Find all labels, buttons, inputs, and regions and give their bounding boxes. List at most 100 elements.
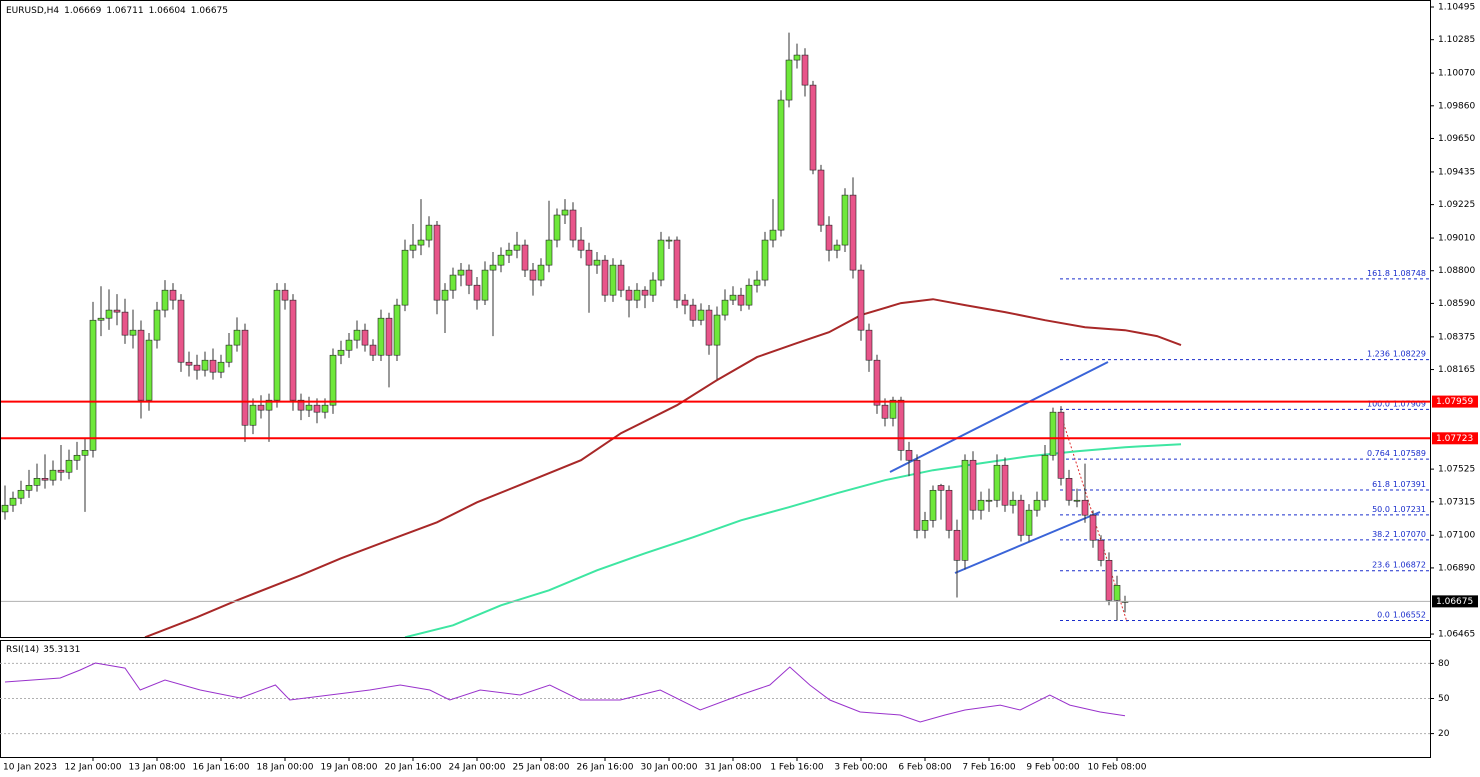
candle-body xyxy=(537,264,545,281)
candle-body xyxy=(329,354,337,406)
fib-price: 1.07589 xyxy=(1393,449,1426,458)
candle-body xyxy=(1105,559,1113,601)
candle-body xyxy=(49,469,57,481)
candle-body xyxy=(961,459,969,561)
y-tick-label: 1.09435 xyxy=(1438,167,1475,177)
fib-label: 0.764 1.07589 xyxy=(1367,449,1426,458)
candle-body xyxy=(777,99,785,231)
y-tick-label: 1.07100 xyxy=(1438,531,1475,541)
candle-body xyxy=(577,239,585,251)
rsi-tick-label: 80 xyxy=(1438,659,1450,669)
x-tick-label: 19 Jan 08:00 xyxy=(321,763,378,773)
candle-body xyxy=(769,229,777,241)
candle-body xyxy=(601,259,609,296)
y-tick-label: 1.09860 xyxy=(1438,101,1475,111)
candle-body xyxy=(25,484,33,491)
candle-body xyxy=(785,59,793,101)
candle-body xyxy=(585,249,593,266)
y-tick-label: 1.09225 xyxy=(1438,200,1475,210)
y-tick-label: 1.06465 xyxy=(1438,630,1475,640)
candle-body xyxy=(881,404,889,419)
candle-body xyxy=(865,329,873,361)
y-tick-label: 1.07315 xyxy=(1438,497,1475,507)
candle-body xyxy=(465,269,473,286)
fib-label: 38.2 1.07070 xyxy=(1372,529,1426,538)
ohlc-value: 1.06675 xyxy=(191,6,228,16)
candle-body xyxy=(65,459,73,473)
candle-body xyxy=(857,269,865,331)
x-tick-label: 18 Jan 00:00 xyxy=(257,763,314,773)
y-tick-label: 1.10495 xyxy=(1438,3,1475,13)
candle-body xyxy=(897,399,905,451)
candle-body xyxy=(481,269,489,301)
price-tag-label: 1.07959 xyxy=(1436,397,1473,407)
candle-body xyxy=(313,404,321,413)
candle-body xyxy=(625,289,633,301)
candle-body xyxy=(809,84,817,171)
x-tick-label: 25 Jan 08:00 xyxy=(513,763,570,773)
candle-body xyxy=(393,304,401,356)
candle-body xyxy=(265,399,273,411)
fib-label: 100.0 1.07909 xyxy=(1367,399,1426,408)
fib-ratio: 38.2 xyxy=(1372,529,1390,538)
candle-body xyxy=(929,489,937,521)
x-tick-label: 10 Jan 2023 xyxy=(3,763,57,773)
rsi-tick-label: 20 xyxy=(1438,729,1450,739)
x-tick-label: 26 Jan 16:00 xyxy=(577,763,634,773)
candle-body xyxy=(569,209,577,241)
candle-body xyxy=(657,239,665,281)
candle-body xyxy=(793,54,801,61)
rsi-value: 35.3131 xyxy=(43,645,80,655)
y-tick-label: 1.09010 xyxy=(1438,234,1475,244)
fib-price: 1.06552 xyxy=(1393,610,1426,619)
y-tick-label: 1.10285 xyxy=(1438,35,1475,45)
candle-body xyxy=(129,329,137,336)
candle-body xyxy=(921,520,929,531)
price-frame xyxy=(0,0,1431,638)
candle-body xyxy=(249,404,257,426)
candle-body xyxy=(137,329,145,401)
candle-body xyxy=(721,299,729,316)
fib-ratio: 0.0 xyxy=(1377,610,1390,619)
candle-body xyxy=(609,264,617,296)
candle-body xyxy=(1,504,9,513)
candle-body xyxy=(153,309,161,341)
current-price-label: 1.06675 xyxy=(1436,597,1473,607)
candle-body xyxy=(905,449,913,461)
x-tick-label: 6 Feb 08:00 xyxy=(898,763,952,773)
candle-body xyxy=(113,309,121,313)
candle-body xyxy=(1017,499,1025,536)
candle-body xyxy=(297,399,305,411)
candle-body xyxy=(193,364,201,371)
fib-ratio: 0.764 xyxy=(1367,449,1390,458)
candle-body xyxy=(977,499,985,511)
channel-lower xyxy=(954,511,1101,574)
candle-body xyxy=(145,339,153,401)
candle-body xyxy=(1009,499,1017,506)
candle-body xyxy=(33,477,41,486)
fib-price: 1.07909 xyxy=(1393,399,1426,408)
candle-body xyxy=(1073,499,1081,502)
candle-body xyxy=(489,264,497,271)
candle-body xyxy=(953,529,961,561)
candle-body xyxy=(641,289,649,296)
candle-body xyxy=(697,309,705,321)
candle-body xyxy=(993,464,1001,501)
candle-body xyxy=(377,317,385,356)
candle-body xyxy=(433,224,441,301)
ohlc-value: 1.06669 xyxy=(64,6,101,16)
candle-body xyxy=(833,244,841,251)
fib-label: 0.0 1.06552 xyxy=(1377,610,1426,619)
candle-body xyxy=(57,469,65,473)
fib-ratio: 23.6 xyxy=(1372,560,1390,569)
x-tick-label: 13 Jan 08:00 xyxy=(129,763,186,773)
candle-body xyxy=(89,319,97,451)
candle-body xyxy=(673,239,681,301)
candle-body xyxy=(105,309,113,319)
x-tick-label: 24 Jan 00:00 xyxy=(449,763,506,773)
ohlc-value: 1.06604 xyxy=(149,6,186,16)
candle-body xyxy=(681,299,689,306)
candle-body xyxy=(425,224,433,241)
fib-label: 161.8 1.08748 xyxy=(1367,268,1426,277)
candle-body xyxy=(497,254,505,266)
